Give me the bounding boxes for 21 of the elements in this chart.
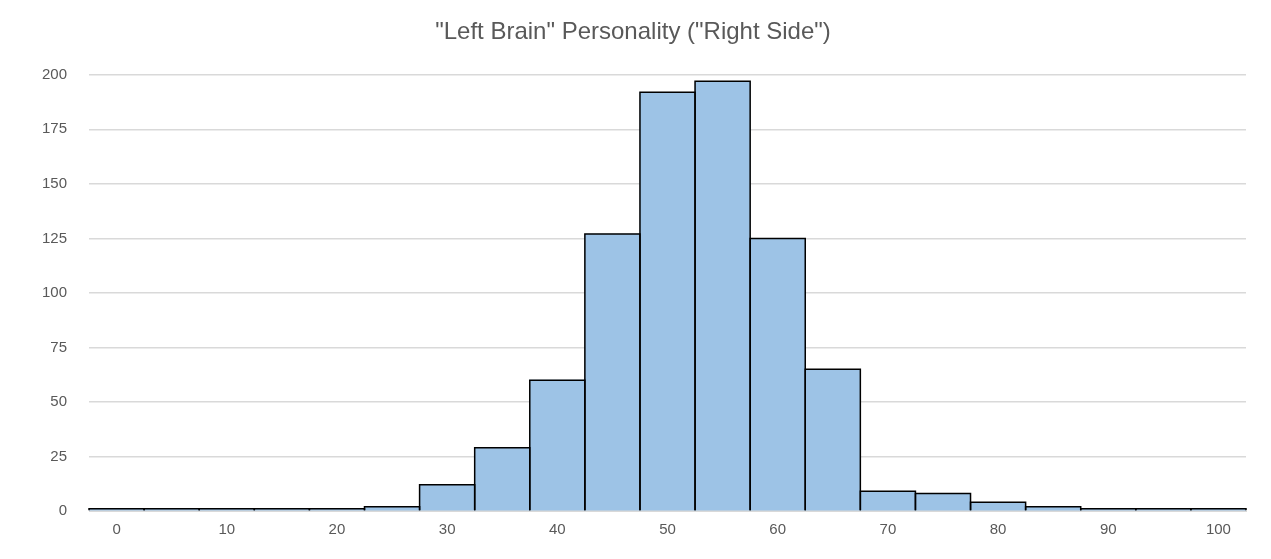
x-tick-label: 90	[1099, 520, 1117, 538]
y-tick-label: 25	[50, 446, 68, 464]
x-tick-label: 0	[112, 520, 121, 538]
x-tick-label: 50	[659, 520, 676, 538]
y-tick-label: 175	[42, 119, 68, 137]
x-tick-label: 60	[769, 520, 787, 538]
x-tick-label: 80	[989, 520, 1007, 538]
y-tick-label: 125	[42, 228, 68, 246]
y-tick-label: 0	[58, 501, 68, 519]
x-tick-label: 100	[1205, 520, 1231, 538]
x-tick-label: 20	[328, 520, 346, 538]
x-tick-label: 10	[218, 520, 236, 538]
x-tick-label: 30	[438, 520, 456, 538]
chart-title: "Left Brain" Personality ("Right Side")	[435, 17, 831, 45]
y-tick-label: 75	[50, 337, 68, 355]
y-tick-label: 100	[42, 283, 68, 301]
y-tick-label: 150	[42, 173, 68, 191]
y-tick-label: 200	[42, 64, 68, 82]
y-tick-label: 50	[50, 392, 68, 410]
x-tick-label: 40	[548, 520, 566, 538]
x-tick-label: 70	[879, 520, 897, 538]
